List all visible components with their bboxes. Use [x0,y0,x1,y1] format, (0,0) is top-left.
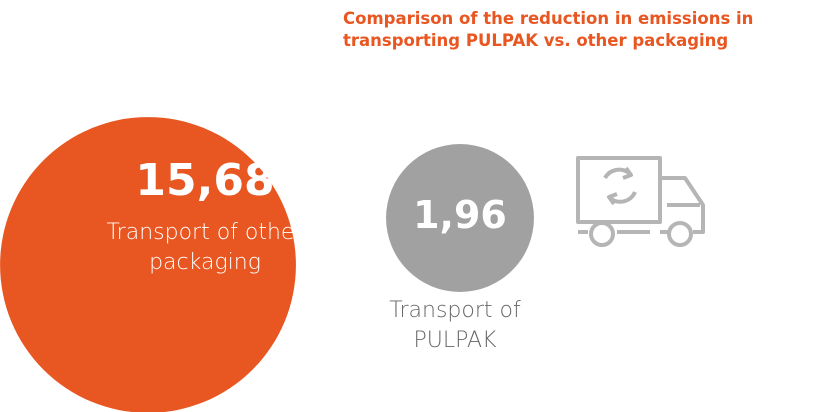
truck-icon [576,156,705,247]
bubble [386,144,534,292]
bubble [0,117,296,412]
category-label: Transport of other packaging [106,220,304,275]
chart-title: Comparison of the reduction in emissions… [343,9,754,50]
value-label: 15,68 [135,155,275,206]
value-label: 1,96 [413,193,507,237]
category-label: Transport of PULPAK [389,298,521,353]
